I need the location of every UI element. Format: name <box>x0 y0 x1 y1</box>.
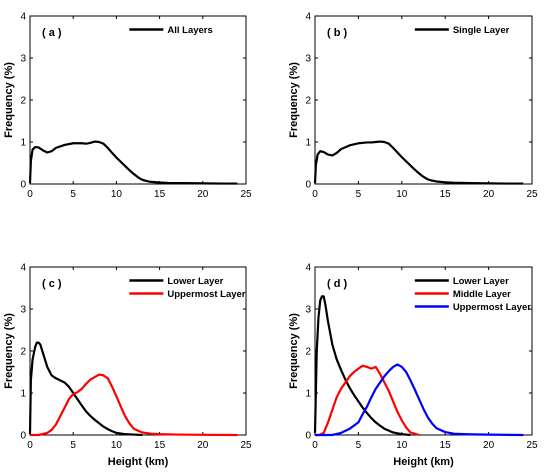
series-line-0 <box>313 140 524 185</box>
x-tick-label: 25 <box>526 440 538 451</box>
x-tick-label: 10 <box>396 440 408 451</box>
series-line-1 <box>315 364 420 437</box>
legend-entry: Middle Layer <box>453 289 511 300</box>
panel-label: ( a ) <box>42 27 62 39</box>
panel-label: ( c ) <box>42 278 62 290</box>
y-axis-label: Frequency (%) <box>288 62 300 138</box>
x-tick-label: 25 <box>526 189 538 200</box>
legend-entry: Lower Layer <box>167 276 223 287</box>
y-tick-label: 4 <box>305 12 311 23</box>
y-tick-label: 4 <box>20 12 26 23</box>
x-tick-label: 10 <box>111 189 123 200</box>
series-line-0 <box>313 295 411 437</box>
x-tick-label: 5 <box>70 189 76 200</box>
y-axis-label: Frequency (%) <box>288 313 300 389</box>
legend-entry: Uppermost Layer <box>453 302 531 313</box>
y-tick-label: 2 <box>305 347 311 358</box>
series-line-2 <box>315 363 524 437</box>
x-tick-label: 15 <box>440 189 452 200</box>
x-tick-label: 20 <box>483 440 495 451</box>
x-tick-label: 10 <box>396 189 408 200</box>
y-tick-label: 2 <box>305 96 311 107</box>
panel-1: 0 5 10 15 20 25 0 1 2 3 4 Frequency (%) ( b ) Single … <box>288 12 538 201</box>
panel-label: ( d ) <box>327 278 347 290</box>
legend-entry: Lower Layer <box>453 276 509 287</box>
x-tick-label: 20 <box>197 189 209 200</box>
x-tick-label: 0 <box>27 440 33 451</box>
x-tick-label: 0 <box>312 189 318 200</box>
series-line-0 <box>28 140 238 185</box>
y-tick-label: 4 <box>305 263 311 274</box>
legend-entry: Single Layer <box>453 25 510 36</box>
legend-entry: Uppermost Layer <box>167 289 245 300</box>
y-tick-label: 0 <box>20 180 26 191</box>
x-tick-label: 15 <box>154 440 166 451</box>
x-tick-label: 20 <box>483 189 495 200</box>
panel-0: 0 5 10 15 20 25 0 1 2 3 4 Frequency (%) ( a ) All Lay… <box>3 12 252 201</box>
x-tick-label: 25 <box>240 440 252 451</box>
x-tick-label: 25 <box>240 189 252 200</box>
y-tick-label: 3 <box>20 54 26 65</box>
panel-2: 0 5 10 15 20 25 0 1 2 3 4 Frequency (%) Height (km) (… <box>3 263 252 469</box>
plot-frame <box>29 15 247 185</box>
y-tick-label: 1 <box>20 389 26 400</box>
series-line-1 <box>30 373 238 437</box>
y-tick-label: 4 <box>20 263 26 274</box>
y-tick-label: 0 <box>20 431 26 442</box>
y-tick-label: 3 <box>20 305 26 316</box>
panel-label: ( b ) <box>327 27 347 39</box>
x-tick-label: 15 <box>154 189 166 200</box>
x-tick-label: 10 <box>111 440 123 451</box>
y-tick-label: 1 <box>305 389 311 400</box>
x-tick-label: 5 <box>70 440 76 451</box>
y-axis-label: Frequency (%) <box>3 313 15 389</box>
y-tick-label: 3 <box>305 305 311 316</box>
y-tick-label: 2 <box>20 347 26 358</box>
y-tick-label: 2 <box>20 96 26 107</box>
x-axis-label: Height (km) <box>393 456 454 468</box>
x-axis-label: Height (km) <box>108 456 169 468</box>
y-tick-label: 0 <box>305 180 311 191</box>
legend-entry: All Layers <box>167 25 212 36</box>
y-tick-label: 0 <box>305 431 311 442</box>
series-line-0 <box>28 341 143 437</box>
x-tick-label: 0 <box>312 440 318 451</box>
panel-3: 0 5 10 15 20 25 0 1 2 3 4 Frequency (%) Height (km) (… <box>288 263 538 469</box>
y-axis-label: Frequency (%) <box>3 62 15 138</box>
x-tick-label: 5 <box>356 189 362 200</box>
y-tick-label: 3 <box>305 54 311 65</box>
x-tick-label: 15 <box>440 440 452 451</box>
plot-frame <box>314 15 533 185</box>
x-tick-label: 5 <box>356 440 362 451</box>
x-tick-label: 20 <box>197 440 209 451</box>
x-tick-label: 0 <box>27 189 33 200</box>
y-tick-label: 1 <box>20 138 26 149</box>
y-tick-label: 1 <box>305 138 311 149</box>
